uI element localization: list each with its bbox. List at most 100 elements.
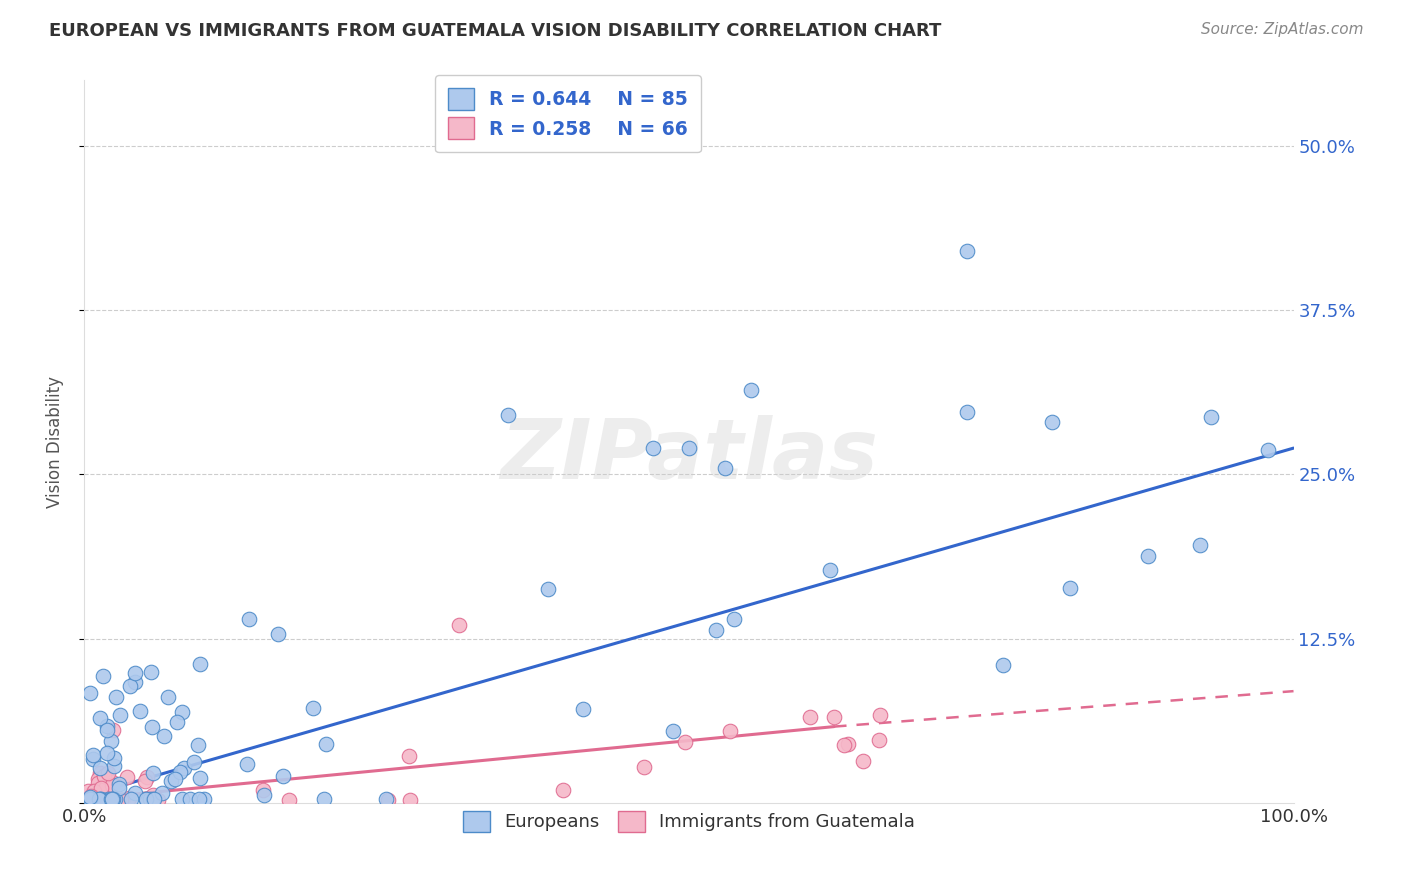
Point: [93, 793, 115, 807]
Point: [869, 707, 891, 722]
Point: [156, 690, 179, 704]
Point: [818, 563, 841, 577]
Point: [91, 793, 114, 807]
Point: [80, 793, 103, 807]
Point: [135, 792, 157, 806]
Point: [837, 737, 859, 751]
Point: [172, 792, 194, 806]
Point: [673, 735, 696, 749]
Point: [188, 771, 211, 785]
Point: [110, 793, 132, 807]
Point: [267, 627, 290, 641]
Point: [187, 792, 209, 806]
Point: [187, 738, 209, 752]
Point: [111, 793, 134, 807]
Point: [86, 793, 108, 807]
Point: [150, 786, 173, 800]
Point: [141, 792, 163, 806]
Point: [183, 755, 205, 769]
Point: [633, 760, 655, 774]
Point: [1040, 415, 1063, 429]
Point: [90, 793, 112, 807]
Point: [868, 733, 890, 747]
Point: [714, 460, 737, 475]
Point: [169, 764, 191, 779]
Point: [553, 783, 575, 797]
Point: [86, 790, 108, 805]
Text: Source: ZipAtlas.com: Source: ZipAtlas.com: [1201, 22, 1364, 37]
Legend: Europeans, Immigrants from Guatemala: Europeans, Immigrants from Guatemala: [450, 798, 928, 845]
Point: [153, 729, 176, 743]
Point: [832, 738, 855, 752]
Point: [100, 792, 122, 806]
Point: [115, 770, 138, 784]
Point: [160, 774, 183, 789]
Point: [449, 618, 471, 632]
Point: [173, 761, 195, 775]
Point: [79, 793, 101, 807]
Point: [236, 756, 259, 771]
Point: [100, 793, 122, 807]
Point: [97, 792, 120, 806]
Point: [143, 792, 166, 806]
Point: [77, 793, 100, 807]
Point: [103, 792, 125, 806]
Point: [124, 665, 146, 680]
Point: [96, 723, 118, 738]
Point: [678, 441, 700, 455]
Point: [82, 786, 104, 800]
Point: [118, 679, 141, 693]
Text: ZIPatlas: ZIPatlas: [501, 416, 877, 497]
Point: [77, 793, 100, 807]
Point: [253, 788, 276, 802]
Point: [82, 747, 104, 762]
Point: [136, 770, 159, 784]
Point: [252, 782, 274, 797]
Point: [82, 752, 104, 766]
Point: [89, 765, 111, 780]
Point: [94, 780, 117, 794]
Point: [101, 778, 124, 792]
Point: [96, 719, 118, 733]
Point: [87, 792, 110, 806]
Point: [108, 780, 131, 795]
Point: [79, 686, 101, 700]
Point: [136, 792, 159, 806]
Point: [90, 781, 112, 796]
Point: [723, 612, 745, 626]
Point: [110, 708, 132, 723]
Point: [496, 409, 519, 423]
Point: [1257, 443, 1279, 458]
Point: [163, 772, 186, 786]
Point: [124, 675, 146, 690]
Point: [537, 582, 560, 597]
Point: [80, 789, 103, 803]
Point: [398, 748, 420, 763]
Text: EUROPEAN VS IMMIGRANTS FROM GUATEMALA VISION DISABILITY CORRELATION CHART: EUROPEAN VS IMMIGRANTS FROM GUATEMALA VI…: [49, 22, 942, 40]
Point: [1201, 409, 1223, 424]
Point: [706, 623, 728, 637]
Point: [79, 792, 101, 806]
Point: [100, 734, 122, 748]
Point: [662, 723, 685, 738]
Point: [79, 789, 101, 804]
Point: [101, 774, 124, 789]
Point: [103, 751, 125, 765]
Point: [141, 665, 163, 679]
Point: [1136, 549, 1159, 563]
Point: [179, 792, 201, 806]
Point: [377, 793, 399, 807]
Point: [141, 721, 163, 735]
Point: [93, 769, 115, 783]
Point: [170, 705, 193, 719]
Point: [110, 793, 132, 807]
Point: [956, 244, 979, 258]
Point: [799, 710, 821, 724]
Y-axis label: Vision Disability: Vision Disability: [45, 376, 63, 508]
Point: [86, 793, 108, 807]
Point: [77, 792, 100, 806]
Point: [87, 772, 110, 786]
Point: [91, 669, 114, 683]
Point: [80, 791, 103, 805]
Point: [146, 793, 169, 807]
